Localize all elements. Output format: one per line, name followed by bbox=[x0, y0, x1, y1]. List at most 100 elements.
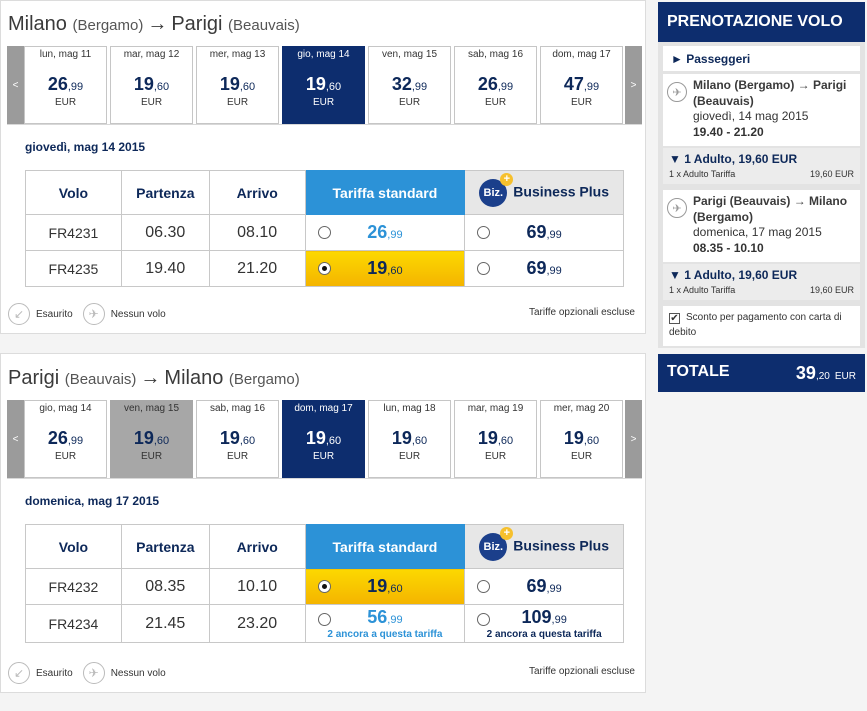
date-price: 26,99 bbox=[47, 428, 84, 448]
standard-fare-price: 19,60 bbox=[367, 576, 403, 596]
date-label: sab, mag 16 bbox=[209, 403, 266, 414]
flight-row: FR4234 21.45 23.20 56,99 2 ancora a questa t… bbox=[25, 604, 624, 643]
date-label: ven, mag 15 bbox=[123, 403, 180, 414]
flight-code: FR4232 bbox=[25, 568, 122, 605]
date-option[interactable]: sab, mag 16 19,60 EUR bbox=[196, 400, 279, 478]
business-fare-option[interactable]: 69,99 bbox=[464, 214, 624, 251]
inbound-panel: Parigi (Beauvais) → Milano (Bergamo) < gio,… bbox=[0, 353, 646, 693]
date-currency: EUR bbox=[398, 97, 421, 108]
date-option[interactable]: mar, mag 12 19,60 EUR bbox=[110, 46, 193, 124]
date-option[interactable]: ven, mag 15 32,99 EUR bbox=[368, 46, 451, 124]
col-business-plus: Biz. + Business Plus bbox=[464, 524, 624, 569]
date-option[interactable]: gio, mag 14 19,60 EUR bbox=[282, 46, 365, 124]
arrival-time: 21.20 bbox=[208, 250, 306, 287]
date-price: 19,60 bbox=[563, 428, 600, 448]
prev-dates-button[interactable]: < bbox=[7, 400, 24, 478]
flight-row: FR4232 08.35 10.10 19,60 69,99 bbox=[25, 568, 624, 605]
date-currency: EUR bbox=[484, 97, 507, 108]
seats-left-note: 2 ancora a questa tariffa bbox=[327, 629, 443, 640]
inbound-flights-table: Volo Partenza Arrivo Tariffa standard Bi… bbox=[25, 524, 624, 643]
col-flight: Volo bbox=[25, 170, 122, 215]
standard-fare-option[interactable]: 19,60 bbox=[304, 250, 466, 287]
soldout-icon: ↙ bbox=[8, 303, 30, 325]
next-dates-button[interactable]: > bbox=[625, 400, 642, 478]
departure-time: 06.30 bbox=[120, 214, 210, 251]
date-option[interactable]: dom, mag 17 19,60 EUR bbox=[282, 400, 365, 478]
standard-fare-option[interactable]: 26,99 bbox=[304, 214, 466, 251]
date-label: mar, mag 12 bbox=[123, 49, 180, 60]
date-option[interactable]: lun, mag 11 26,99 EUR bbox=[24, 46, 107, 124]
date-label: lun, mag 18 bbox=[383, 403, 436, 414]
inbound-date-strip: < gio, mag 14 26,99 EUR ven, mag 15 19,60 EUR s… bbox=[7, 400, 642, 478]
date-currency: EUR bbox=[484, 451, 507, 462]
date-currency: EUR bbox=[54, 97, 77, 108]
col-arrival: Arrivo bbox=[208, 170, 306, 215]
business-fare-radio[interactable] bbox=[477, 613, 491, 626]
business-fare-price: 69,99 bbox=[526, 258, 562, 278]
outbound-selected-date: giovedì, mag 14 2015 bbox=[25, 140, 146, 154]
standard-fare-option[interactable]: 56,99 2 ancora a questa tariffa bbox=[304, 604, 466, 643]
date-price: 19,60 bbox=[219, 74, 256, 94]
prev-dates-button[interactable]: < bbox=[7, 46, 24, 124]
legend: ↙ Esaurito ✈ Nessun volo bbox=[8, 303, 166, 325]
business-fare-option[interactable]: 69,99 bbox=[464, 568, 624, 605]
date-price: 19,60 bbox=[133, 74, 170, 94]
standard-fare-radio[interactable] bbox=[317, 225, 331, 239]
return-segment: ✈ Parigi (Beauvais) → Milano (Bergamo) d… bbox=[663, 190, 860, 262]
date-price: 19,60 bbox=[133, 428, 170, 448]
col-standard-fare: Tariffa standard bbox=[304, 524, 466, 569]
arrival-time: 10.10 bbox=[208, 568, 306, 605]
date-currency: EUR bbox=[312, 451, 335, 462]
date-price: 47,99 bbox=[563, 74, 600, 94]
date-option[interactable]: mer, mag 20 19,60 EUR bbox=[540, 400, 623, 478]
business-fare-price: 69,99 bbox=[526, 576, 562, 596]
business-fare-radio[interactable] bbox=[477, 261, 491, 275]
date-price: 19,60 bbox=[391, 428, 428, 448]
business-fare-radio[interactable] bbox=[477, 225, 491, 239]
date-currency: EUR bbox=[226, 451, 249, 462]
date-currency: EUR bbox=[312, 97, 335, 108]
standard-fare-radio[interactable] bbox=[317, 613, 331, 626]
plane-icon: ✈ bbox=[667, 82, 687, 102]
date-price: 19,60 bbox=[219, 428, 256, 448]
date-option[interactable]: lun, mag 18 19,60 EUR bbox=[368, 400, 451, 478]
business-fare-option[interactable]: 109,99 2 ancora a questa tariffa bbox=[464, 604, 624, 643]
business-fare-radio[interactable] bbox=[477, 579, 491, 593]
standard-fare-radio[interactable] bbox=[317, 579, 331, 593]
date-option[interactable]: gio, mag 14 26,99 EUR bbox=[24, 400, 107, 478]
date-label: mer, mag 20 bbox=[553, 403, 610, 414]
date-label: lun, mag 11 bbox=[39, 49, 92, 60]
standard-fare-radio[interactable] bbox=[317, 261, 331, 275]
biz-logo-icon: Biz. + bbox=[479, 526, 514, 561]
arrival-time: 08.10 bbox=[208, 214, 306, 251]
flight-code: FR4234 bbox=[25, 604, 122, 643]
date-option[interactable]: ven, mag 15 19,60 EUR bbox=[110, 400, 193, 478]
inbound-selected-date: domenica, mag 17 2015 bbox=[25, 494, 160, 508]
business-fare-option[interactable]: 69,99 bbox=[464, 250, 624, 287]
standard-fare-option[interactable]: 19,60 bbox=[304, 568, 466, 605]
summary-title: PRENOTAZIONE VOLO bbox=[658, 2, 865, 42]
date-option[interactable]: sab, mag 16 26,99 EUR bbox=[454, 46, 537, 124]
return-adult-fare[interactable]: ▼ 1 Adulto, 19,60 EUR 1 x Adulto Tariffa… bbox=[663, 264, 860, 300]
date-currency: EUR bbox=[398, 451, 421, 462]
flight-row: FR4235 19.40 21.20 19,60 69,99 bbox=[25, 250, 624, 287]
standard-fare-price: 56,99 bbox=[367, 607, 403, 627]
date-currency: EUR bbox=[54, 451, 77, 462]
date-option[interactable]: dom, mag 17 47,99 EUR bbox=[540, 46, 623, 124]
discount-checkbox[interactable]: ✔ bbox=[669, 313, 680, 324]
passengers-toggle[interactable]: ► Passeggeri bbox=[663, 46, 860, 71]
next-dates-button[interactable]: > bbox=[625, 46, 642, 124]
legend: ↙ Esaurito ✈ Nessun volo bbox=[8, 662, 166, 684]
col-departure: Partenza bbox=[120, 170, 210, 215]
col-arrival: Arrivo bbox=[208, 524, 306, 569]
date-label: dom, mag 17 bbox=[552, 49, 611, 60]
date-option[interactable]: mer, mag 13 19,60 EUR bbox=[196, 46, 279, 124]
departure-time: 08.35 bbox=[120, 568, 210, 605]
date-option[interactable]: mar, mag 19 19,60 EUR bbox=[454, 400, 537, 478]
total-value: 39,20 EUR bbox=[795, 363, 856, 383]
optional-fees-note: Tariffe opzionali escluse bbox=[529, 666, 635, 677]
col-business-plus: Biz. + Business Plus bbox=[464, 170, 624, 215]
outbound-adult-fare[interactable]: ▼ 1 Adulto, 19,60 EUR 1 x Adulto Tariffa… bbox=[663, 148, 860, 184]
outbound-segment: ✈ Milano (Bergamo) → Parigi (Beauvais) g… bbox=[663, 74, 860, 146]
seats-left-note: 2 ancora a questa tariffa bbox=[486, 629, 602, 640]
